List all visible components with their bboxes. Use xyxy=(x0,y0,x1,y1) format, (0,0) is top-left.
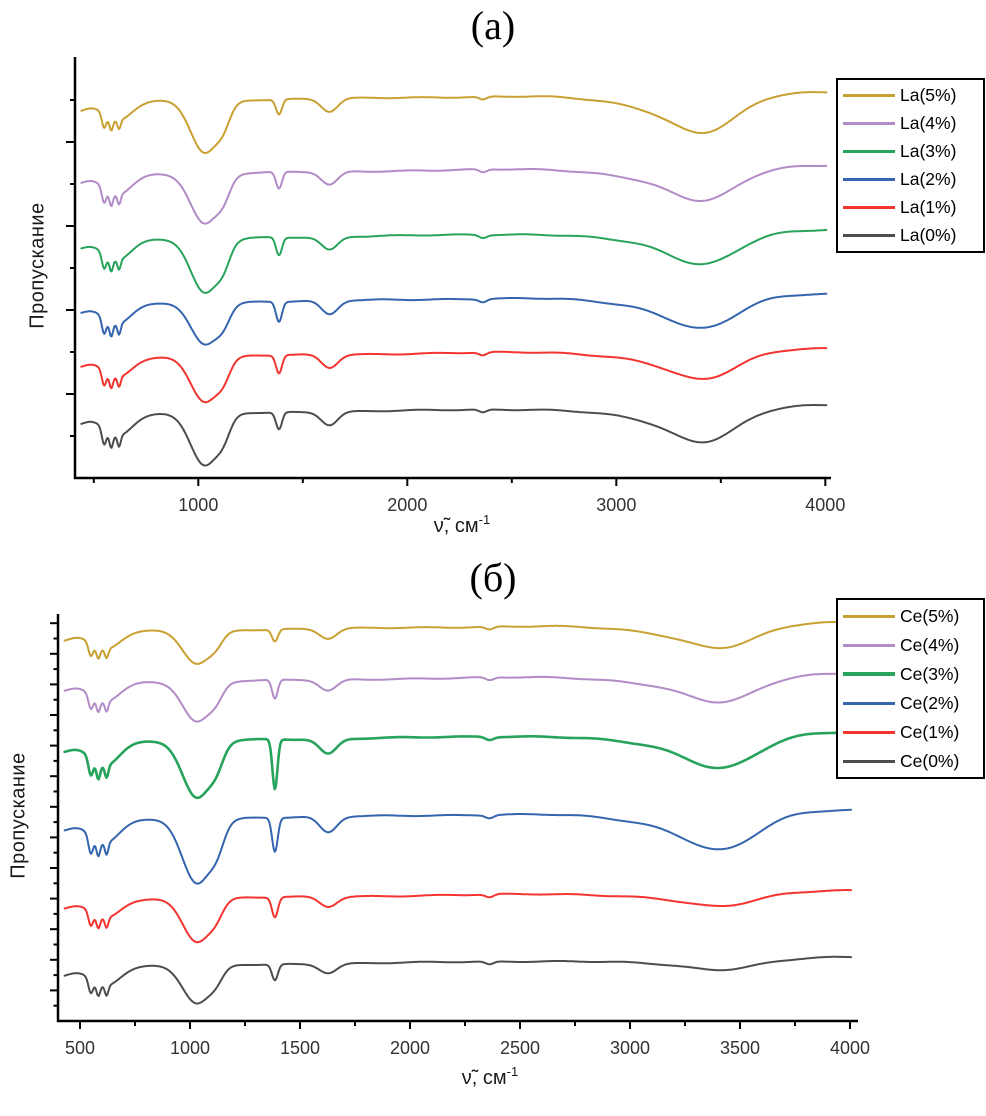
legend-label: Ce(2%) xyxy=(900,692,960,713)
axis-lines xyxy=(56,614,858,1023)
spectrum-curve-La(1%) xyxy=(80,347,828,404)
legend-label: Ce(1%) xyxy=(900,721,960,742)
legend-line-ce2 xyxy=(843,701,895,705)
legend-item: Ce(5%) xyxy=(838,603,983,629)
legend-a: La(5%) La(4%) La(3%) La(2%) La(1%) La(0%… xyxy=(836,78,985,253)
x-tick-label: 4000 xyxy=(805,495,845,515)
x-axis-label-text: ν̃, см xyxy=(433,515,479,537)
spectra-plot-b: 500 1000 1500 2000 2500 3000 3500 4000 xyxy=(50,614,870,1058)
legend-line-ce3 xyxy=(843,672,895,676)
x-tick-label: 2500 xyxy=(500,1038,540,1058)
x-tick-label: 4000 xyxy=(830,1038,870,1058)
chart-panel-b: (б) 500 1000 1500 2000 2500 3000 3500 4000 Проп… xyxy=(0,556,986,1116)
legend-line-la3 xyxy=(843,149,895,153)
x-tick-label: 3500 xyxy=(720,1038,760,1058)
x-tick-label: 2000 xyxy=(390,1038,430,1058)
x-axis-label-superscript: -1 xyxy=(478,512,491,527)
x-tick-label: 3000 xyxy=(610,1038,650,1058)
y-axis-label-b: Пропускание xyxy=(7,752,30,879)
spectrum-curve-Ce(5%) xyxy=(63,621,853,665)
x-axis-label-b: ν̃, см-1 xyxy=(370,1064,610,1090)
legend-label: Ce(0%) xyxy=(900,750,960,771)
spectrum-curve-La(2%) xyxy=(80,292,828,346)
x-axis-label-a: ν̃, см-1 xyxy=(342,512,582,538)
spectrum-curve-La(5%) xyxy=(80,91,828,154)
spectrum-curve-Ce(2%) xyxy=(63,808,853,885)
legend-line-ce4 xyxy=(843,643,895,647)
legend-line-la1 xyxy=(843,206,895,210)
x-axis-label-text: ν̃, см xyxy=(461,1067,507,1089)
legend-b: Ce(5%) Ce(4%) Ce(3%) Ce(2%) Ce(1%) Ce(0%… xyxy=(836,598,985,779)
legend-item: Ce(4%) xyxy=(838,632,983,658)
spectrum-curve-Ce(1%) xyxy=(63,889,853,944)
x-tick-label: 2000 xyxy=(387,495,427,515)
legend-item: Ce(1%) xyxy=(838,719,983,745)
legend-label: Ce(5%) xyxy=(900,605,960,626)
legend-item: Ce(2%) xyxy=(838,690,983,716)
spectrum-curve-La(4%) xyxy=(80,164,828,225)
legend-line-la4 xyxy=(843,121,895,125)
legend-item: La(0%) xyxy=(838,223,983,249)
x-tick-label: 500 xyxy=(65,1038,95,1058)
legend-label: Ce(3%) xyxy=(900,663,960,684)
legend-label: La(1%) xyxy=(900,197,957,218)
axis-lines xyxy=(73,57,831,480)
y-axis-label-a: Пропускание xyxy=(26,202,49,329)
panel-a-title: (а) xyxy=(470,3,516,48)
spectrum-curve-Ce(4%) xyxy=(63,672,853,723)
legend-line-la0 xyxy=(843,234,895,238)
legend-label: La(3%) xyxy=(900,140,957,161)
legend-label: La(2%) xyxy=(900,169,957,190)
legend-item: La(2%) xyxy=(838,167,983,193)
spectrum-curve-Ce(0%) xyxy=(63,955,853,1005)
x-tick-label: 1500 xyxy=(280,1038,320,1058)
chart-panel-a: (а) 1000 2000 3000 4000 Пропускание ν̃, см-… xyxy=(0,0,986,556)
legend-label: La(0%) xyxy=(900,225,957,246)
legend-label: La(5%) xyxy=(900,84,957,105)
legend-line-la5 xyxy=(843,93,895,97)
spectra-plot-a: 1000 2000 3000 4000 xyxy=(66,57,845,515)
legend-item: Ce(0%) xyxy=(838,748,983,774)
legend-line-ce0 xyxy=(843,759,895,763)
x-tick-label: 3000 xyxy=(596,495,636,515)
legend-item: La(1%) xyxy=(838,195,983,221)
x-axis-label-superscript: -1 xyxy=(506,1064,519,1079)
legend-label: La(4%) xyxy=(900,112,957,133)
legend-label: Ce(4%) xyxy=(900,634,960,655)
panel-b-title: (б) xyxy=(469,555,517,600)
legend-item: Ce(3%) xyxy=(838,661,983,687)
spectrum-curve-La(3%) xyxy=(80,228,828,294)
legend-item: La(3%) xyxy=(838,138,983,164)
x-tick-label: 1000 xyxy=(178,495,218,515)
legend-line-ce5 xyxy=(843,614,895,618)
spectrum-curve-La(0%) xyxy=(80,404,828,467)
legend-line-ce1 xyxy=(843,730,895,734)
spectrum-curve-Ce(3%) xyxy=(63,730,853,800)
legend-item: La(4%) xyxy=(838,110,983,136)
x-tick-label: 1000 xyxy=(170,1038,210,1058)
legend-item: La(5%) xyxy=(838,82,983,108)
legend-line-la2 xyxy=(843,178,895,182)
